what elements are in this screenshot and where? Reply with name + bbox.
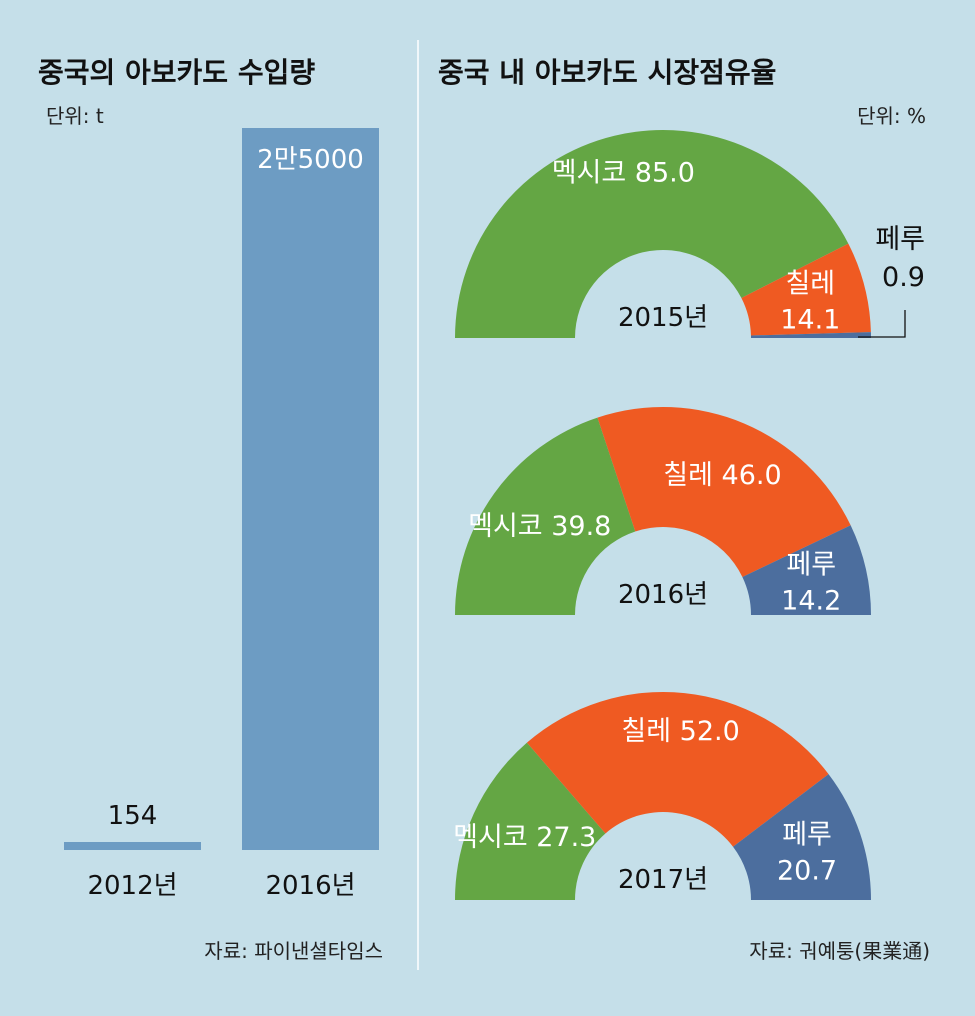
slice-label: 멕시코 85.0 [552,158,695,189]
left-unit: 단위: t [46,104,104,128]
slice-label-value: 14.1 [780,304,840,335]
left-source: 자료: 파이낸셜타임스 [204,939,383,963]
slice-칠레 [597,407,851,578]
slice-페루 [733,774,871,900]
donut-year-label: 2017년 [618,865,708,895]
half-donut-2015년: 멕시코 85.0 칠레 14.1 페루 0.9 2015년 [455,130,925,338]
bar-value-label: 2만5000 [257,145,364,175]
bar-2016년 [242,128,379,850]
slice-label-name: 페루 [782,819,832,850]
donut-year-label: 2015년 [618,303,708,333]
slice-label: 멕시코 27.3 [453,822,596,853]
slice-멕시코 [455,417,636,615]
left-title: 중국의 아보카도 수입량 [38,56,315,89]
half-donut-2016년: 멕시코 39.8 칠레 46.0 페루 14.2 2016년 [455,407,871,616]
slice-label-value: 0.9 [882,262,925,293]
slice-label-name: 페루 [875,224,925,255]
slice-label-value: 14.2 [781,585,841,616]
bar-value-label: 154 [108,801,158,831]
half-donut-2017년: 멕시코 27.3 칠레 52.0 페루 20.7 2017년 [453,692,871,900]
slice-페루 [750,332,871,338]
slice-label-name: 칠레 [785,268,835,299]
slice-label: 칠레 52.0 [621,716,739,747]
slice-칠레 [526,692,829,847]
import-bar-chart: 154 2012년 2만5000 2016년 [64,128,379,901]
slice-페루 [742,525,871,615]
slice-label-name: 페루 [786,549,836,580]
bar-category-label: 2016년 [265,871,355,901]
slice-멕시코 [455,742,606,900]
right-source: 자료: 궈예퉁(果業通) [749,939,930,963]
bar-2012년 [64,842,201,850]
bar-category-label: 2012년 [87,871,177,901]
donut-year-label: 2016년 [618,580,708,610]
slice-label-value: 20.7 [777,855,837,886]
right-unit: 단위: % [857,104,926,128]
slice-칠레 [741,243,871,336]
right-title: 중국 내 아보카도 시장점유율 [438,56,776,89]
slice-label: 칠레 46.0 [663,460,781,491]
slice-멕시코 [455,130,849,338]
leader-line [858,310,906,338]
slice-label: 멕시코 39.8 [468,511,611,542]
